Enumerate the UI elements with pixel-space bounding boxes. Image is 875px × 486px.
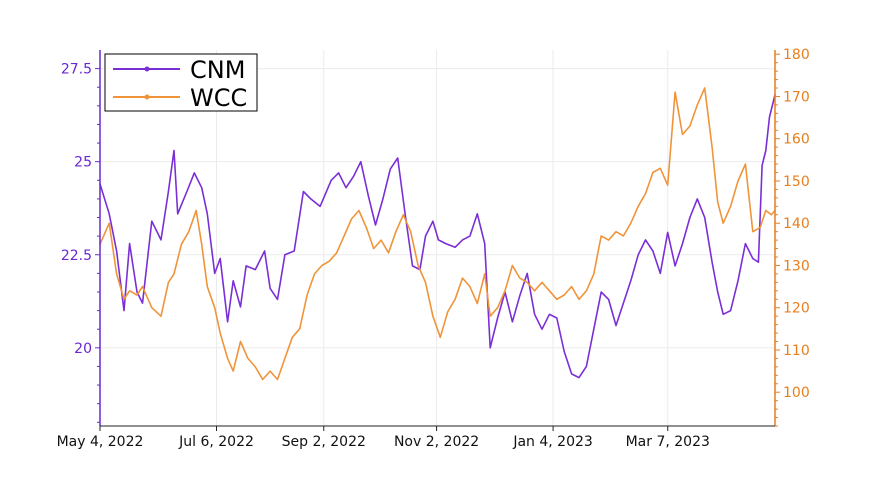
x-tick-label: May 4, 2022 xyxy=(57,434,144,450)
y-right-tick-label: 170 xyxy=(783,89,810,105)
grid xyxy=(99,50,775,426)
series-line-wcc xyxy=(99,87,776,381)
x-tick-label: Sep 2, 2022 xyxy=(282,434,366,450)
y-right-tick-label: 150 xyxy=(783,174,810,190)
x-tick-label: Mar 7, 2023 xyxy=(626,434,710,450)
legend-label-wcc: WCC xyxy=(190,84,247,112)
legend-label-cnm: CNM xyxy=(190,56,245,84)
x-tick-label: Jan 4, 2023 xyxy=(512,434,592,450)
y-right-tick-label: 100 xyxy=(783,385,810,401)
x-tick-label: Jul 6, 2022 xyxy=(178,434,254,450)
y-right-tick-label: 140 xyxy=(783,216,810,232)
y-right-tick-label: 180 xyxy=(783,47,810,63)
y-left-tick-label: 20 xyxy=(74,341,92,357)
y-right-tick-label: 120 xyxy=(783,301,810,317)
legend-box xyxy=(104,53,258,112)
legend: CNM WCC xyxy=(104,53,258,112)
y-right-tick-label: 130 xyxy=(783,258,810,274)
y-right-tick-label: 160 xyxy=(783,132,810,148)
series-layer xyxy=(99,87,776,381)
y-right-tick-label: 110 xyxy=(783,343,810,359)
y-left-tick-label: 27.5 xyxy=(61,62,92,78)
y-left-tick-label: 25 xyxy=(74,155,92,171)
y-left-tick-label: 22.5 xyxy=(61,248,92,264)
series-line-cnm xyxy=(99,93,776,379)
ticks: May 4, 2022 Jul 6, 2022 Sep 2, 2022 Nov 2, … xyxy=(57,47,810,450)
x-tick-label: Nov 2, 2022 xyxy=(394,434,479,450)
legend-marker-cnm xyxy=(144,66,150,72)
legend-marker-wcc xyxy=(144,94,150,100)
axes xyxy=(99,50,776,427)
